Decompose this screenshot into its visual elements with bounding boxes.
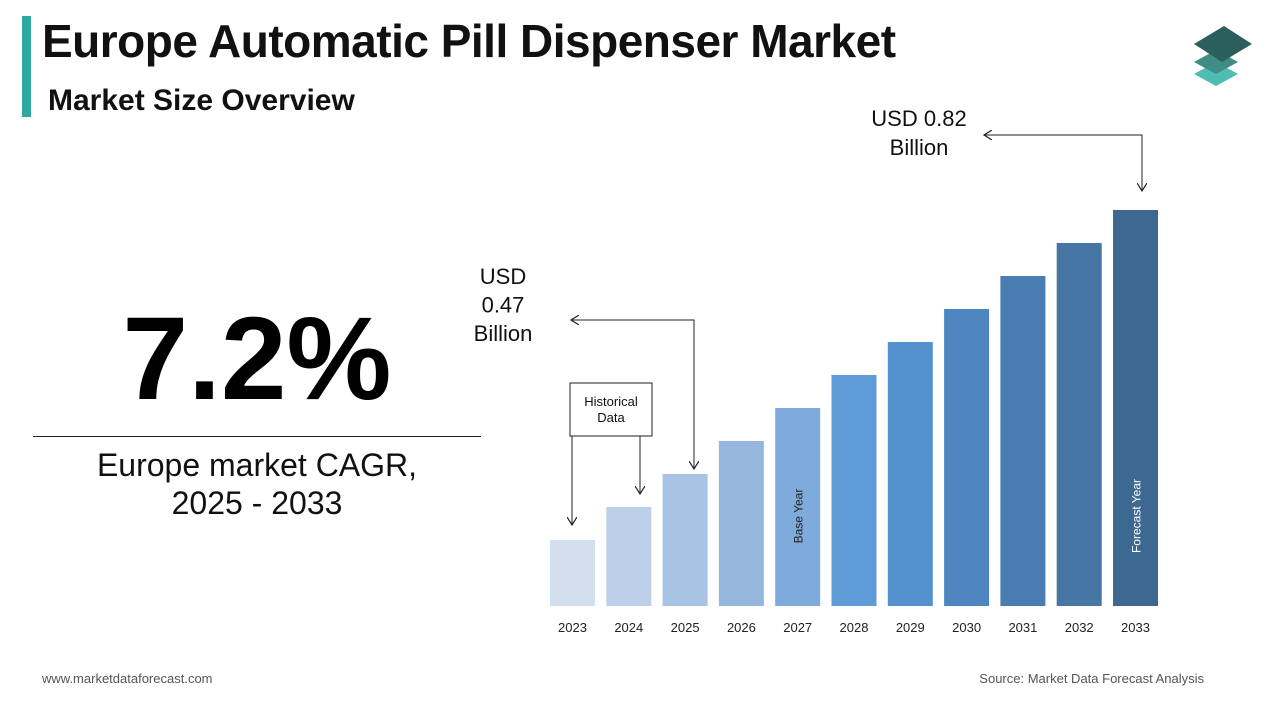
callout-2025-connector bbox=[571, 319, 695, 468]
bar-2023 bbox=[550, 540, 595, 606]
x-tick-label-2023: 2023 bbox=[558, 620, 587, 635]
bar-2033 bbox=[1113, 210, 1158, 606]
historical-data-box bbox=[569, 382, 653, 437]
bar-2030 bbox=[944, 309, 990, 606]
x-tick-label-2029: 2029 bbox=[896, 620, 925, 635]
cagr-label-line1: Europe market CAGR, bbox=[96, 447, 418, 483]
callout-2033-line2: Billion bbox=[890, 135, 949, 160]
x-tick-label-2032: 2032 bbox=[1065, 620, 1094, 635]
cagr-label: Europe market CAGR, 2025 - 2033 bbox=[32, 446, 482, 522]
bar-label-base-year: Base Year bbox=[792, 489, 806, 544]
callout-2033-line1: USD 0.82 bbox=[871, 106, 966, 131]
x-tick-label-2027: 2027 bbox=[783, 620, 812, 635]
x-tick-label-2033: 2033 bbox=[1121, 620, 1150, 635]
x-tick-label-2026: 2026 bbox=[727, 620, 756, 635]
page-subtitle: Market Size Overview bbox=[48, 84, 355, 117]
bar-2032 bbox=[1056, 243, 1102, 606]
bar-2026 bbox=[718, 441, 764, 606]
website-url: www.marketdataforecast.com bbox=[42, 671, 213, 686]
callout-2025-line2: 0.47 bbox=[482, 293, 525, 318]
logo-layer-top bbox=[1194, 26, 1252, 62]
historical-data-label-line1: Historical bbox=[584, 394, 638, 409]
x-tick-label-2031: 2031 bbox=[1008, 620, 1037, 635]
cagr-divider bbox=[33, 436, 481, 437]
x-tick-label-2028: 2028 bbox=[840, 620, 869, 635]
stacked-layers-icon bbox=[1194, 26, 1252, 86]
historical-data-label-line2: Data bbox=[597, 410, 625, 425]
title-accent-bar bbox=[22, 16, 31, 117]
bar-label-forecast-year: Forecast Year bbox=[1130, 479, 1144, 553]
page-title: Europe Automatic Pill Dispenser Market bbox=[42, 15, 896, 67]
bar-2029 bbox=[887, 342, 933, 606]
x-tick-label-2025: 2025 bbox=[671, 620, 700, 635]
bar-2028 bbox=[831, 375, 877, 606]
x-tick-label-2024: 2024 bbox=[614, 620, 643, 635]
bar-2024 bbox=[606, 507, 652, 606]
bar-2027 bbox=[775, 408, 821, 606]
bar-2025 bbox=[662, 474, 708, 606]
callout-2033-connector bbox=[984, 134, 1143, 190]
cagr-value: 7.2% bbox=[122, 293, 392, 425]
source-note: Source: Market Data Forecast Analysis bbox=[979, 671, 1204, 686]
cagr-label-line2: 2025 - 2033 bbox=[171, 485, 343, 521]
callout-2025-line1: USD bbox=[480, 264, 526, 289]
callout-2025-line3: Billion bbox=[474, 321, 533, 346]
bar-2031 bbox=[1000, 276, 1046, 606]
x-tick-label-2030: 2030 bbox=[952, 620, 981, 635]
